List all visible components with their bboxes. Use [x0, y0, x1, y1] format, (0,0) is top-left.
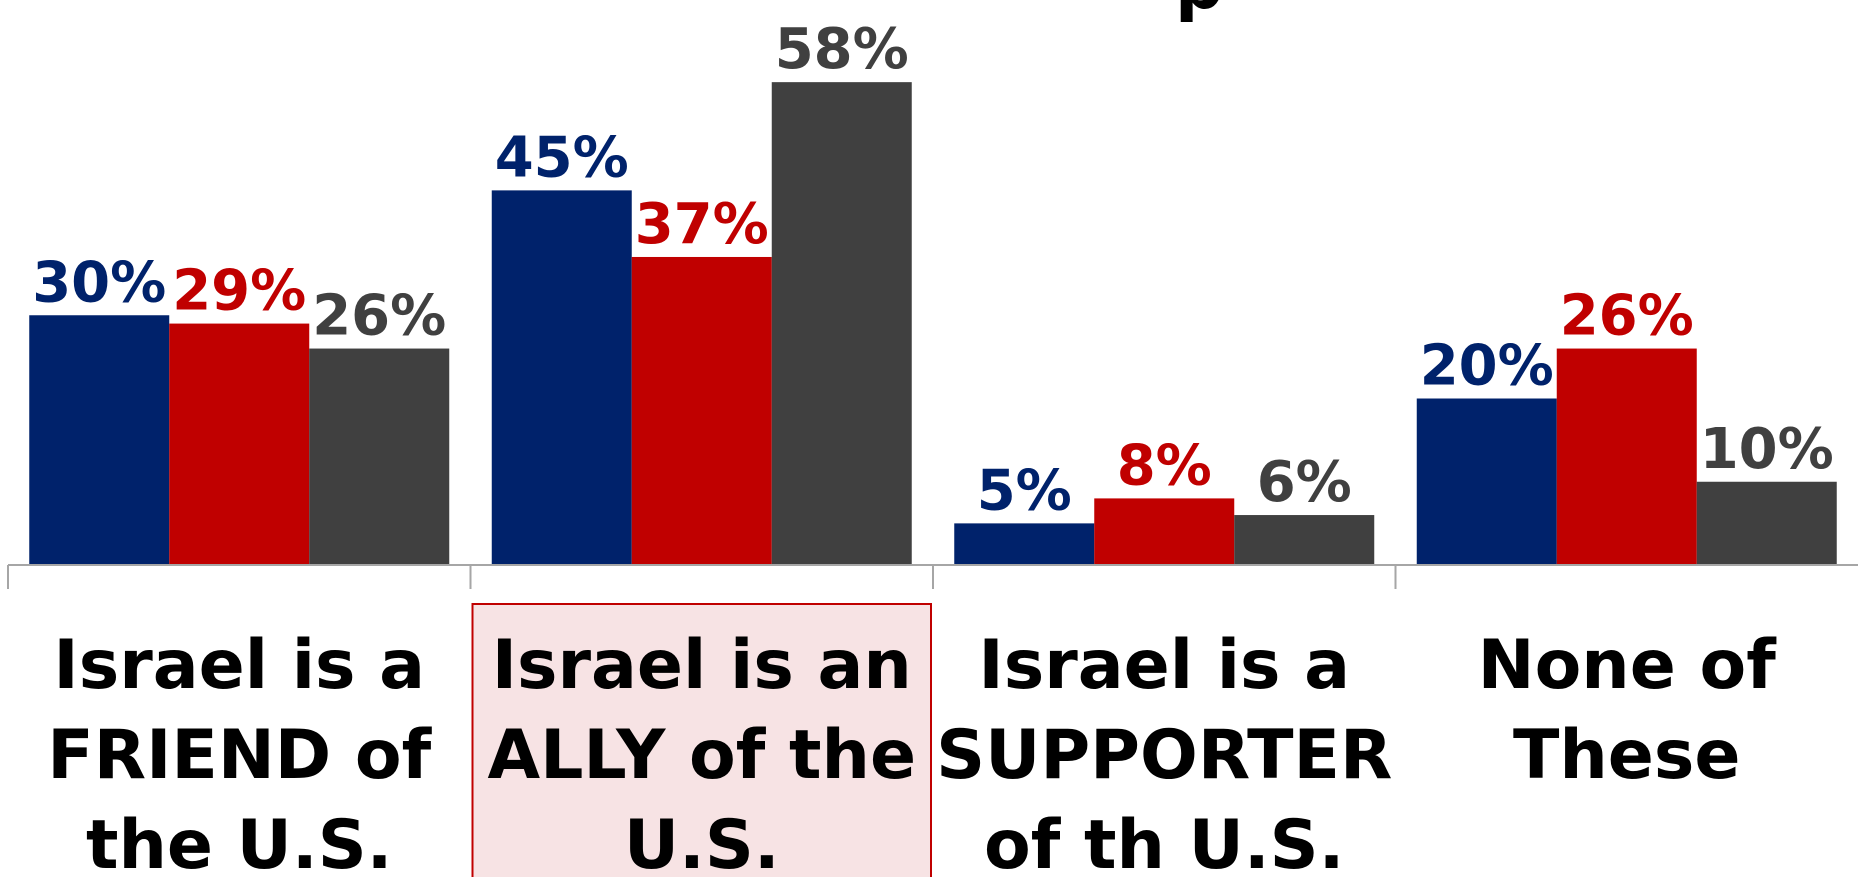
bar	[771, 82, 912, 566]
category-label: Israel is a FRIEND of the U.S.	[47, 626, 432, 877]
data-label: 58%	[775, 17, 909, 82]
bar	[631, 256, 772, 565]
data-label: 37%	[635, 192, 769, 257]
data-label: 10%	[1700, 417, 1834, 482]
data-label: 5%	[977, 458, 1072, 523]
bar	[491, 190, 632, 565]
bar	[1234, 515, 1375, 565]
data-label: 30%	[32, 250, 166, 315]
bar	[1556, 348, 1697, 565]
x-axis	[7, 564, 1858, 589]
highlight-box	[471, 603, 932, 877]
bar	[1696, 481, 1837, 565]
category-labels: Israel is a FRIEND of the U.S.Israel is an…	[47, 626, 1777, 877]
data-label: 6%	[1257, 450, 1352, 515]
data-label: 20%	[1420, 334, 1554, 399]
bar	[954, 523, 1095, 565]
data-label: 45%	[495, 125, 629, 190]
data-label: 8%	[1117, 433, 1212, 498]
bar	[1416, 398, 1557, 565]
data-label: 26%	[1560, 284, 1694, 349]
data-label: 29%	[172, 259, 306, 324]
bar	[1094, 498, 1235, 565]
chart-title-fragment: p	[1175, 0, 1224, 25]
bar	[309, 348, 450, 565]
bar	[169, 323, 310, 565]
category-label: Israel is an ALLY of the U.S.	[487, 626, 916, 877]
category-label: Israel is a SUPPORTER of th U.S.	[936, 626, 1392, 877]
data-label: 26%	[312, 284, 446, 349]
category-label: None of These	[1478, 626, 1778, 795]
bar	[29, 315, 170, 565]
highlight-layer	[471, 603, 932, 877]
bars-layer	[29, 82, 1837, 566]
value-labels: 30% 29% 26%45%37%58%5% 8% 6%20%26%10%	[32, 17, 1834, 523]
